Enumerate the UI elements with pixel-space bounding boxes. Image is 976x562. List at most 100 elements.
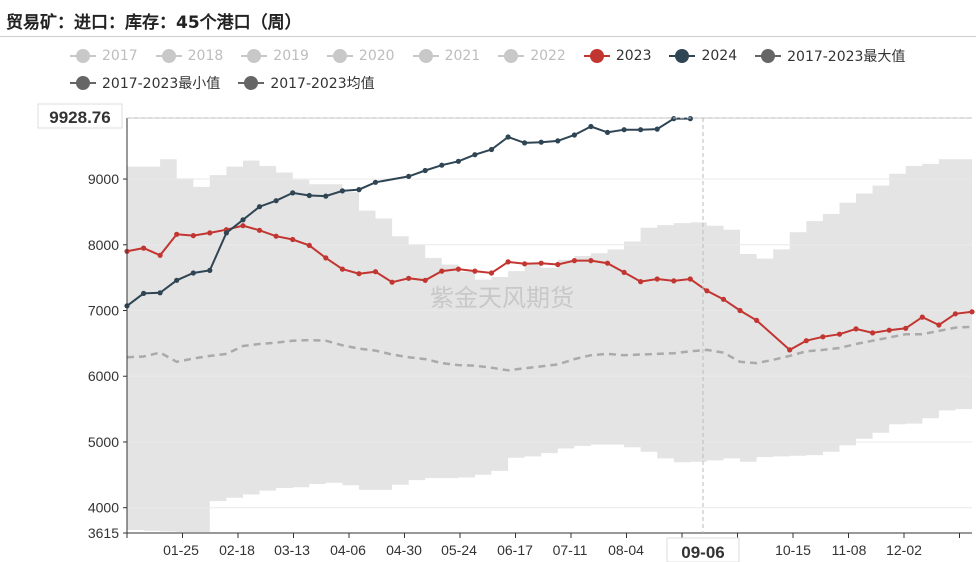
point-2024[interactable] [687,116,693,122]
point-2024[interactable] [273,198,279,204]
point-2023[interactable] [952,311,959,317]
point-2023[interactable] [406,275,412,281]
point-2023[interactable] [455,266,461,272]
point-2023[interactable] [555,261,561,268]
point-2023[interactable] [356,271,362,277]
point-2024[interactable] [157,290,163,296]
legend-item-2019[interactable]: 2019 [241,48,309,64]
point-2024[interactable] [372,179,379,185]
point-2023[interactable] [157,252,163,258]
point-2024[interactable] [505,134,511,140]
point-2023[interactable] [654,276,660,282]
point-2024[interactable] [638,127,644,133]
point-2024[interactable] [472,152,478,158]
point-2023[interactable] [638,279,644,285]
point-2024[interactable] [571,132,578,138]
legend-item-2024[interactable]: 2024 [669,48,737,64]
point-2023[interactable] [687,276,693,282]
legend-label: 2017-2023最大值 [787,48,906,65]
point-2024[interactable] [671,116,677,122]
point-2024[interactable] [604,129,611,135]
point-2024[interactable] [207,267,213,273]
point-2023[interactable] [306,242,312,248]
point-2023[interactable] [588,258,594,264]
point-2023[interactable] [174,231,180,237]
point-2023[interactable] [853,326,859,332]
point-2024[interactable] [654,126,660,132]
point-2023[interactable] [439,268,445,274]
point-2024[interactable] [406,173,412,179]
point-2024[interactable] [588,123,594,130]
point-2023[interactable] [141,245,147,251]
legend-item-2017-2023最小值[interactable]: 2017-2023最小值 [70,73,220,93]
point-2023[interactable] [604,260,611,266]
point-2023[interactable] [323,255,329,261]
point-2024[interactable] [190,270,196,276]
point-2023[interactable] [505,259,511,265]
point-2023[interactable] [571,258,578,264]
point-2023[interactable] [389,279,395,285]
point-2023[interactable] [538,260,544,266]
point-2024[interactable] [290,190,296,196]
point-2023[interactable] [704,288,710,294]
point-2024[interactable] [174,277,180,283]
point-2024[interactable] [240,217,246,223]
point-2023[interactable] [787,347,793,353]
point-2023[interactable] [190,233,196,239]
point-2023[interactable] [969,309,975,315]
legend-item-2017-2023均值[interactable]: 2017-2023均值 [238,73,375,93]
point-2023[interactable] [472,268,478,274]
point-2024[interactable] [306,192,312,199]
x-cursor-tooltip [666,537,740,562]
point-2023[interactable] [870,330,876,336]
point-2023[interactable] [256,227,263,233]
point-2023[interactable] [836,331,843,337]
point-2023[interactable] [621,269,627,275]
point-2024[interactable] [555,138,561,144]
point-2023[interactable] [290,236,296,243]
point-2023[interactable] [720,296,727,302]
legend-label: 2022 [530,47,566,64]
point-2024[interactable] [256,204,263,210]
x-tick-label: 11-08 [832,542,867,558]
point-2023[interactable] [339,266,345,272]
point-2023[interactable] [936,322,942,328]
point-2024[interactable] [522,140,528,146]
point-2023[interactable] [803,338,809,344]
legend-item-2020[interactable]: 2020 [326,48,395,64]
point-2023[interactable] [488,270,495,276]
legend-item-2022[interactable]: 2022 [498,48,566,64]
point-2023[interactable] [422,277,428,283]
legend-item-2017-2023最大值[interactable]: 2017-2023最大值 [755,46,905,66]
point-2023[interactable] [903,325,909,331]
point-2024[interactable] [538,139,544,145]
y-tick-label: 3615 [88,525,119,541]
point-2024[interactable] [422,167,428,174]
point-2024[interactable] [439,162,445,168]
point-2024[interactable] [223,230,229,236]
point-2023[interactable] [273,233,279,239]
x-tick-label: 03-13 [274,542,310,558]
legend-item-2021[interactable]: 2021 [412,48,480,64]
point-2024[interactable] [455,158,461,164]
point-2023[interactable] [671,278,677,284]
point-2023[interactable] [754,317,760,323]
legend-item-2017[interactable]: 2017 [70,48,138,64]
point-2023[interactable] [737,307,743,314]
point-2024[interactable] [323,193,329,199]
point-2023[interactable] [240,223,246,229]
point-2023[interactable] [522,261,528,267]
point-2023[interactable] [372,269,379,275]
point-2024[interactable] [488,146,495,153]
point-2023[interactable] [207,230,213,236]
point-2024[interactable] [621,127,627,133]
point-2023[interactable] [919,314,925,320]
legend-item-2018[interactable]: 2018 [155,48,223,64]
point-2023[interactable] [886,327,892,333]
x-tick-label: 02-18 [219,542,255,558]
legend-item-2023[interactable]: 2023 [583,48,651,64]
point-2024[interactable] [141,290,147,296]
point-2024[interactable] [339,188,345,194]
point-2023[interactable] [820,334,826,340]
point-2024[interactable] [356,187,362,193]
